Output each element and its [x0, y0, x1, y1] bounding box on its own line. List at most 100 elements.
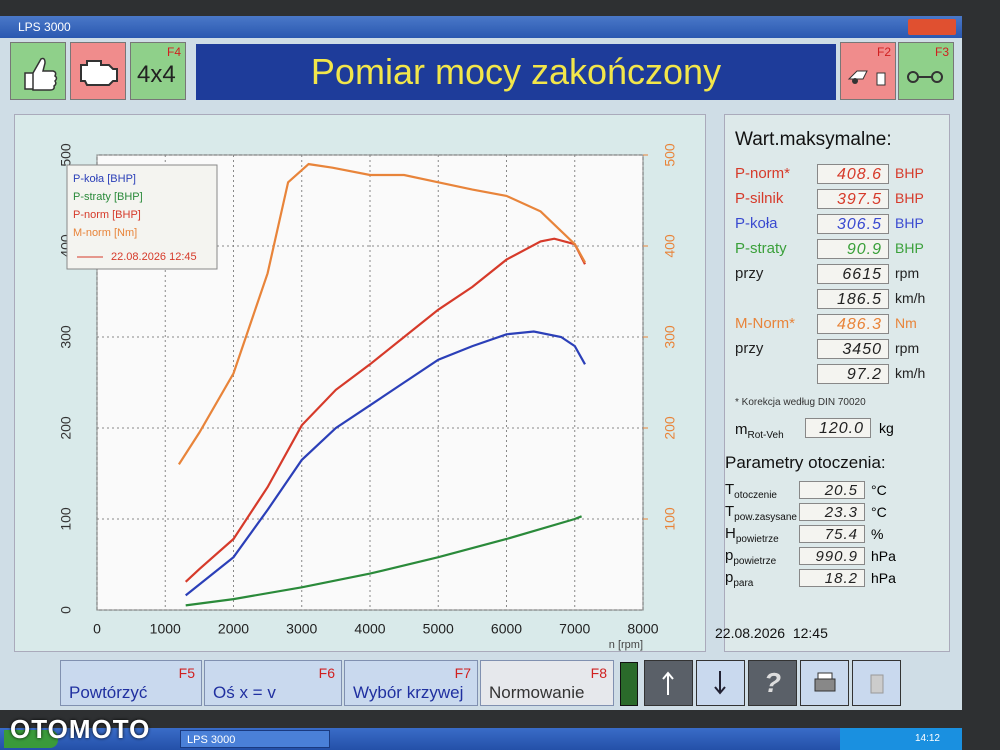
- button-label: 4x4: [137, 61, 176, 88]
- panel-title: Parametry otoczenia:: [725, 453, 886, 472]
- param-subscript: powietrze: [733, 556, 777, 567]
- value-unit: BHP: [895, 240, 924, 256]
- down-button[interactable]: [696, 660, 745, 706]
- x-tick-label: 5000: [423, 621, 454, 637]
- x-tick-label: 4000: [354, 621, 385, 637]
- print-icon: [814, 672, 836, 692]
- value-unit: hPa: [871, 548, 896, 564]
- key-hint: F2: [876, 45, 891, 59]
- value-label: M-Norm*: [735, 315, 795, 332]
- param-symbol: T: [725, 503, 735, 520]
- value-unit: BHP: [895, 165, 924, 181]
- x-tick-label: 2000: [218, 621, 249, 637]
- y-tick-label: 100: [58, 507, 74, 531]
- value-box: 18.2: [799, 569, 865, 587]
- accept-button[interactable]: [10, 42, 66, 100]
- function-button[interactable]: F6 Oś x = v: [204, 660, 342, 706]
- value-box: 97.2: [817, 364, 889, 384]
- clock: 14:12: [840, 728, 962, 750]
- value-unit: km/h: [895, 365, 926, 381]
- key-hint: F7: [454, 665, 471, 681]
- button-label: Normowanie: [489, 683, 585, 702]
- value-box: 990.9: [799, 547, 865, 565]
- y-tick-label: 300: [58, 325, 74, 349]
- param-symbol: p: [725, 547, 734, 564]
- param-label: Totoczenie: [725, 481, 777, 501]
- results-panel: Wart.maksymalne: P-norm* 408.6 BHP P-silnik 3…: [715, 114, 950, 652]
- value-box: 20.5: [799, 481, 865, 499]
- key-hint: F6: [318, 665, 335, 681]
- start-button[interactable]: [4, 730, 58, 748]
- button-label: Wybór krzywej: [353, 683, 464, 702]
- y-tick-label: 200: [58, 416, 74, 440]
- delete-button[interactable]: [852, 660, 901, 706]
- value-unit: km/h: [895, 290, 926, 306]
- engine-button[interactable]: [70, 42, 126, 100]
- series-line: [185, 330, 586, 597]
- trash-icon: [870, 674, 884, 694]
- key-hint: F3: [934, 45, 949, 59]
- value-unit: hPa: [871, 570, 896, 586]
- y2-tick-label: 100: [662, 507, 678, 531]
- param-symbol: H: [725, 525, 736, 542]
- x-tick-label: 1000: [150, 621, 181, 637]
- value-label: P-straty: [735, 240, 787, 257]
- engine-icon: [80, 60, 118, 86]
- up-button[interactable]: [644, 660, 693, 706]
- value-unit: BHP: [895, 215, 924, 231]
- button-label: Powtórzyć: [69, 683, 148, 702]
- vehicle-icon: [847, 70, 886, 86]
- key-hint: F4: [166, 45, 181, 59]
- param-subscript: otoczenie: [734, 490, 777, 501]
- value-box: 3450: [817, 339, 889, 359]
- series-line: [185, 515, 583, 607]
- y2-tick-label: 200: [662, 416, 678, 440]
- param-label: Tpow.zasysane: [725, 503, 797, 523]
- function-button[interactable]: F8 Normowanie: [480, 660, 614, 706]
- status-indicator: [620, 662, 638, 706]
- value-box: 306.5: [817, 214, 889, 234]
- value-box: 75.4: [799, 525, 865, 543]
- function-button[interactable]: F5 Powtórzyć: [60, 660, 202, 706]
- thumb-icon: [24, 57, 58, 91]
- taskbar: LPS 3000 14:12: [0, 728, 962, 750]
- vehicle-button[interactable]: F2: [840, 42, 896, 100]
- help-button[interactable]: ?: [748, 660, 797, 706]
- key-hint: F5: [178, 665, 195, 681]
- value-box: 6615: [817, 264, 889, 284]
- value-unit: °C: [871, 504, 887, 520]
- value-box: 486.3: [817, 314, 889, 334]
- up-icon: [662, 671, 674, 695]
- series-line: [184, 237, 586, 583]
- panel-title: Wart.maksymalne:: [735, 129, 892, 150]
- param-label: ppara: [725, 569, 753, 589]
- legend-box: [66, 164, 218, 270]
- roller-icon: [907, 71, 943, 83]
- value-label: przy: [735, 340, 764, 357]
- param-subscript: powietrze: [735, 534, 779, 545]
- value-box: 408.6: [817, 164, 889, 184]
- function-button[interactable]: F7 Wybór krzywej: [344, 660, 478, 706]
- print-button[interactable]: [800, 660, 849, 706]
- y2-tick-label: 500: [662, 143, 678, 167]
- timestamp: 22.08.2026 12:45: [715, 625, 828, 641]
- title-bar: LPS 3000: [0, 16, 962, 38]
- value-label: przy: [735, 265, 764, 282]
- x-tick-label: 0: [93, 621, 101, 637]
- value-unit: %: [871, 526, 884, 542]
- button-label: Oś x = v: [213, 683, 276, 702]
- roller-button[interactable]: F3: [898, 42, 954, 100]
- x-tick-label: 8000: [627, 621, 658, 637]
- value-unit: Nm: [895, 315, 917, 331]
- value-unit: rpm: [895, 265, 920, 281]
- window-controls[interactable]: [908, 19, 956, 35]
- param-label: mRot-Veh: [735, 421, 784, 441]
- legend-entry: M-norm [Nm]: [73, 227, 137, 239]
- key-hint: F8: [590, 665, 607, 681]
- taskbar-app[interactable]: LPS 3000: [180, 730, 330, 748]
- value-label: P-silnik: [735, 190, 784, 207]
- value-label: P-norm*: [735, 165, 791, 182]
- param-symbol: m: [735, 421, 748, 438]
- awd-button[interactable]: F4 4x4: [130, 42, 186, 100]
- x-axis-label: n [rpm]: [609, 639, 643, 651]
